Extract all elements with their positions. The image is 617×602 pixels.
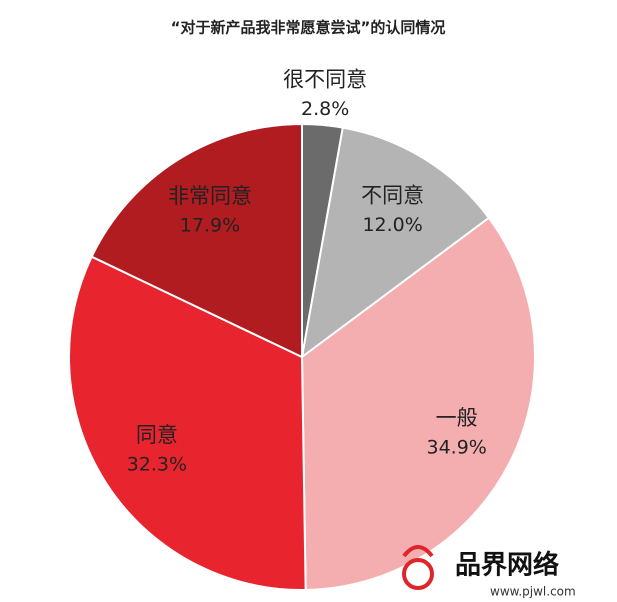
slice-value-label: 34.9% [427,437,487,459]
pie: 很不同意 2.8% 不同意 12.0% 一般 34.9% 同意 32.3% 非常同意 17.9% [68,68,536,591]
slice-label: 不同意 [361,183,424,207]
slice-label: 非常同意 [168,184,252,208]
slice-label: 同意 [136,423,178,447]
pie-slice [300,216,536,591]
watermark: 品界网络 www.pjwl.com [402,545,576,599]
chart-title: “对于新产品我非常愿意尝试”的认同情况 [171,19,446,37]
watermark-logo [402,558,434,590]
pie-slice [90,122,303,359]
watermark-url: www.pjwl.com [490,585,576,599]
slice-value-label: 32.3% [127,454,187,476]
pie-slice [300,126,491,360]
slice-value-label: 12.0% [362,214,422,236]
slice-value-label: 17.9% [180,215,240,237]
slice-label: 一般 [436,406,478,430]
watermark-name: 品界网络 [455,550,559,581]
pie-slice [68,255,307,591]
watermark-logo [402,545,434,558]
slice-label: 很不同意 [283,68,367,92]
slice-value-label: 2.8% [301,98,349,120]
